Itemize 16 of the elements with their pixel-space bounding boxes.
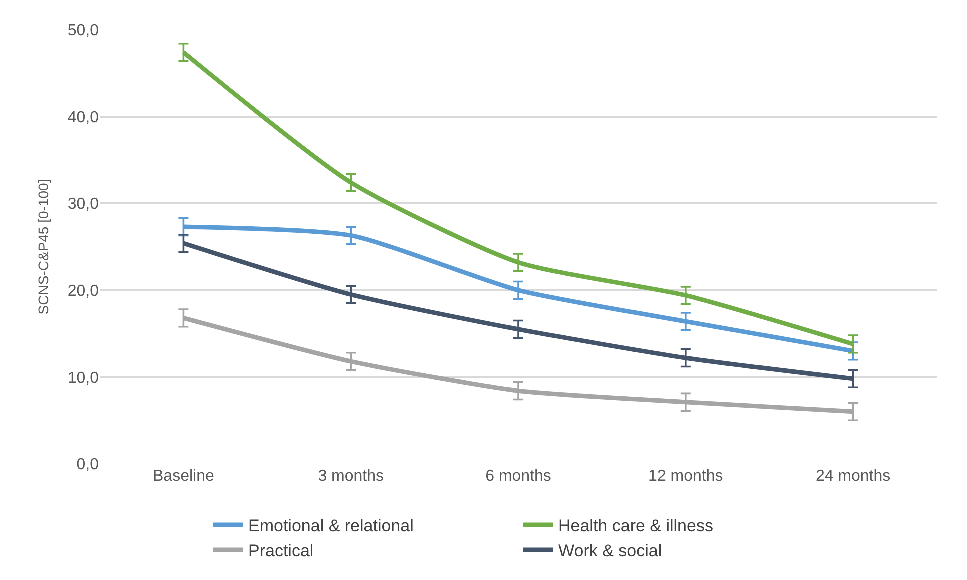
- legend-label: Emotional & relational: [248, 516, 414, 536]
- y-tick-label: 20,0: [68, 283, 100, 300]
- x-tick-label: 3 months: [318, 468, 384, 485]
- y-tick-label: 40,0: [68, 109, 100, 126]
- y-tick-label: 30,0: [68, 196, 100, 214]
- x-tick-label: Baseline: [153, 468, 214, 485]
- legend-label: Work & social: [558, 542, 662, 561]
- y-tick-label: 50,0: [68, 22, 100, 40]
- legend-label: Health care & illness: [558, 516, 714, 536]
- x-tick-label: 12 months: [648, 468, 724, 485]
- legend-label: Practical: [248, 542, 314, 561]
- y-tick-label: 0,0: [76, 456, 100, 474]
- x-tick-label: 6 months: [486, 468, 552, 485]
- y-axis-title: SCNS-C&P45 [0-100]: [35, 179, 52, 315]
- x-tick-label: 24 months: [816, 468, 891, 485]
- y-tick-label: 10,0: [68, 370, 100, 387]
